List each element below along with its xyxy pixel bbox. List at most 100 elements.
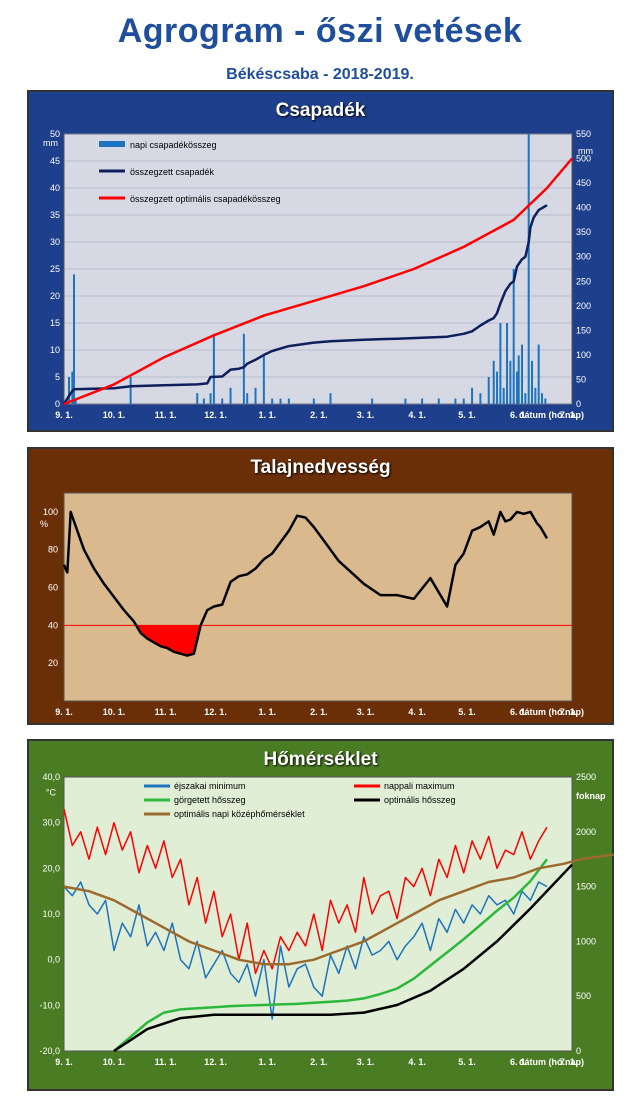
precip-bar [512, 269, 515, 404]
precip-bar [196, 393, 199, 404]
y-tick-label-right: 0 [576, 399, 581, 409]
precip-bar [509, 360, 512, 404]
precip-bar [492, 360, 495, 404]
soil-moisture-title: Talajnedvesség [250, 457, 391, 478]
soil-deficit-area [136, 625, 205, 656]
precip-bar [246, 393, 249, 404]
y-tick-label: 60 [48, 583, 58, 593]
x-tick-label: 1. 1. [258, 1057, 276, 1067]
precip-bar [371, 398, 374, 404]
optimal-mean-line [63, 853, 614, 966]
legend-label: optimális napi középhőmérséklet [174, 809, 305, 819]
precip-bar [404, 398, 407, 404]
y-tick-label-left: 20,0 [42, 863, 60, 873]
y-tick-label-right: 450 [576, 178, 591, 188]
x-tick-label: 5. 1. [458, 410, 476, 420]
precip-bar [67, 377, 70, 404]
y-axis-unit: % [40, 519, 48, 529]
precip-bar [521, 344, 524, 404]
y-tick-label-left: 40 [50, 183, 60, 193]
y-tick-label-right: 2500 [576, 772, 596, 782]
y-axis-unit-right: mm [578, 146, 593, 156]
legend-swatch [99, 141, 125, 147]
precip-bar [527, 134, 530, 404]
precip-bar [74, 398, 77, 404]
precip-bar [202, 398, 205, 404]
x-tick-label: 10. 1. [103, 1057, 126, 1067]
x-tick-label: 2. 1. [310, 707, 328, 717]
x-tick-label: 12. 1. [204, 1057, 227, 1067]
optimal-precip-line [63, 157, 573, 406]
legend-label: nappali maximum [384, 781, 455, 791]
soil-moisture-line [62, 510, 549, 657]
precip-bar [502, 387, 505, 404]
legend-label: összegzett csapadék [130, 167, 215, 177]
precip-bar [221, 398, 224, 404]
y-tick-label-left: 0 [55, 399, 60, 409]
x-tick-label: 11. 1. [155, 1057, 177, 1067]
precip-bar [279, 398, 282, 404]
day-max-line [63, 808, 548, 975]
temperature-title: Hőmérséklet [263, 749, 378, 770]
temperature-panel: Hőmérséklet -20,0 -10,0 0,0 10,0 20,0 30,0 40,… [27, 739, 614, 1091]
temperature-plot-area [63, 776, 573, 1052]
y-tick-label-right: 500 [576, 991, 591, 1001]
precip-bar [537, 344, 540, 404]
x-tick-label: 10. 1. [103, 410, 126, 420]
precip-bar [209, 393, 212, 404]
x-tick-label: 11. 1. [155, 410, 177, 420]
x-axis-title: dátum (hó.nap) [519, 1057, 584, 1067]
y-tick-label-right: 150 [576, 325, 591, 335]
x-tick-label: 10. 1. [103, 707, 126, 717]
soil-moisture-panel: Talajnedvesség 20 40 60 80 100% 9. 1. 10. 1. 11… [27, 447, 614, 725]
y-tick-label: 40 [48, 620, 58, 630]
precipitation-chart: 0510152025303540455005010015020025030035… [43, 129, 593, 420]
x-tick-label: 1. 1. [258, 410, 276, 420]
precip-bar [487, 377, 490, 404]
page-subtitle: Békéscsaba - 2018-2019. [226, 66, 414, 83]
x-axis-title: dátum (hó.nap) [519, 410, 584, 420]
x-tick-label: 9. 1. [55, 1057, 73, 1067]
precip-bar [462, 398, 465, 404]
y-tick-label-left: 5 [55, 372, 60, 382]
precip-bar [516, 371, 519, 404]
night-min-line [63, 881, 548, 1020]
precip-bar [242, 333, 245, 404]
precipitation-panel: Csapadék 0 5 10 15 20 25 30 35 40 45 50 0 50 100 150 20… [27, 90, 614, 432]
y-tick-label: 20 [48, 658, 58, 668]
y-tick-label-left: 30 [50, 237, 60, 247]
y-tick-label-left: 0,0 [47, 955, 60, 965]
y-tick-label-right: 350 [576, 227, 591, 237]
legend-label: éjszakai minimum [174, 781, 246, 791]
legend-label: napi csapadékösszeg [130, 140, 217, 150]
x-tick-label: 4. 1. [408, 707, 426, 717]
precip-bar [71, 371, 74, 404]
precip-bar [129, 377, 132, 404]
precip-bar [471, 387, 474, 404]
y-axis-unit-left: mm [43, 138, 58, 148]
soil-moisture-chart: 20 40 60 80 100% 9. 1. 10. 1. 11. 1. 12. 1. 1. 1.… [40, 492, 584, 717]
y-tick-label-right: 400 [576, 203, 591, 213]
y-tick-label-left: 10 [50, 345, 60, 355]
x-tick-label: 12. 1. [204, 707, 227, 717]
x-tick-label: 3. 1. [357, 1057, 375, 1067]
x-tick-label: 2. 1. [310, 1057, 328, 1067]
precip-bar [262, 355, 265, 404]
precip-bar [506, 323, 509, 404]
x-tick-label: 3. 1. [357, 410, 375, 420]
x-tick-label: 1. 1. [258, 707, 276, 717]
precip-bar [229, 387, 232, 404]
y-tick-label: 80 [48, 545, 58, 555]
y-tick-label-right: 1000 [576, 936, 596, 946]
precip-bar [72, 274, 75, 404]
y-tick-label-right: 2000 [576, 827, 596, 837]
x-tick-label: 6. 1. [510, 1057, 528, 1067]
optimal-heat-line [113, 863, 573, 1053]
precipitation-title: Csapadék [275, 100, 366, 121]
precip-bar [534, 387, 537, 404]
x-tick-label: 3. 1. [357, 707, 375, 717]
precip-bar [531, 360, 534, 404]
x-tick-label: 7. 1. [560, 707, 578, 717]
y-tick-label-left: 40,0 [42, 772, 60, 782]
precip-bar [287, 398, 290, 404]
